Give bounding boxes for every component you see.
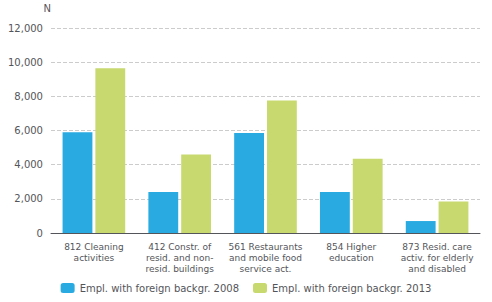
svg-text:0: 0 — [37, 228, 43, 239]
svg-text:Empl. with foreign backgr. 200: Empl. with foreign backgr. 2008 — [80, 283, 239, 294]
svg-text:resid. and non-: resid. and non- — [146, 253, 214, 263]
svg-text:and disabled: and disabled — [408, 264, 466, 274]
svg-text:561 Restaurants: 561 Restaurants — [228, 242, 302, 252]
svg-text:service act.: service act. — [240, 264, 292, 274]
svg-text:873 Resid. care: 873 Resid. care — [402, 242, 472, 252]
svg-text:2,000: 2,000 — [14, 193, 43, 204]
svg-text:and mobile food: and mobile food — [229, 253, 302, 263]
svg-text:12,000: 12,000 — [8, 23, 43, 34]
svg-text:education: education — [329, 253, 374, 263]
svg-text:activities: activities — [74, 253, 115, 263]
svg-text:N: N — [44, 3, 51, 14]
svg-text:resid. buildings: resid. buildings — [145, 264, 214, 274]
svg-text:412 Constr. of: 412 Constr. of — [148, 242, 212, 252]
svg-text:activ. for elderly: activ. for elderly — [401, 253, 475, 263]
svg-text:4,000: 4,000 — [14, 159, 43, 170]
svg-text:8,000: 8,000 — [14, 91, 43, 102]
svg-text:6,000: 6,000 — [14, 125, 43, 136]
svg-text:Empl. with foreign backgr. 201: Empl. with foreign backgr. 2013 — [272, 283, 431, 294]
svg-text:812 Cleaning: 812 Cleaning — [64, 242, 124, 252]
svg-text:854 Higher: 854 Higher — [326, 242, 376, 252]
svg-text:10,000: 10,000 — [8, 57, 43, 68]
